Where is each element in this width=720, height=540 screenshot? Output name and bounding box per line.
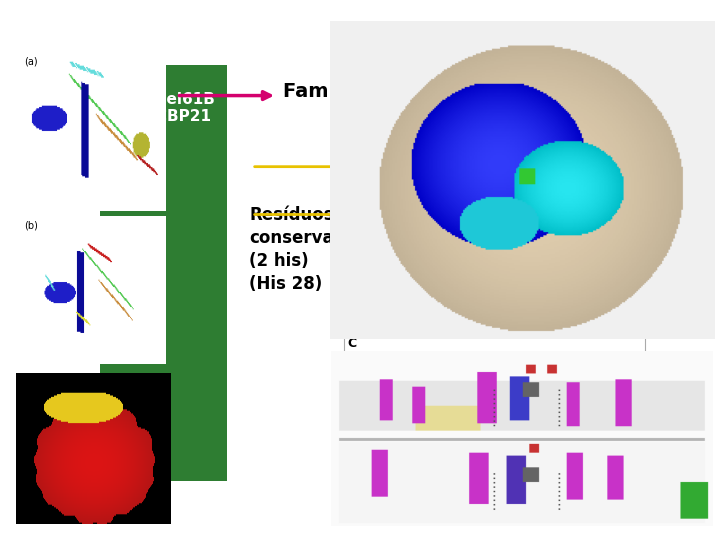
Bar <box>100 65 227 481</box>
Bar <box>344 79 645 327</box>
Text: C: C <box>348 337 357 350</box>
Text: Ni: Ni <box>577 77 602 97</box>
Text: (a): (a) <box>24 56 38 66</box>
Text: Asp56: Asp56 <box>511 141 535 150</box>
Text: (a) Cel61B
(b) CBP21: (a) Cel61B (b) CBP21 <box>126 92 215 124</box>
Text: Ile136: Ile136 <box>402 196 426 205</box>
Text: Gly45: Gly45 <box>503 166 526 175</box>
Text: His165: His165 <box>411 141 437 150</box>
Text: Tyr176: Tyr176 <box>436 163 462 172</box>
Text: Phe46: Phe46 <box>503 153 527 161</box>
Text: Gln174: Gln174 <box>444 137 472 146</box>
Text: His28: His28 <box>547 453 567 459</box>
Text: His114: His114 <box>354 449 377 455</box>
Text: His89: His89 <box>408 164 430 173</box>
Text: Pro88: Pro88 <box>425 185 446 194</box>
Text: Familia 33: Familia 33 <box>282 82 395 102</box>
Text: D: D <box>348 400 358 413</box>
Text: Asp43: Asp43 <box>503 185 527 194</box>
Text: His107: His107 <box>354 403 378 409</box>
Text: His1: His1 <box>467 187 483 195</box>
Text: Gln133: Gln133 <box>351 175 379 184</box>
Text: Tyr214: Tyr214 <box>377 102 403 111</box>
Text: Resíduos
conservados
(2 his)
(His 28): Resíduos conservados (2 his) (His 28) <box>249 206 367 293</box>
Text: (b): (b) <box>24 220 38 231</box>
Text: His60: His60 <box>503 174 525 183</box>
Text: His22: His22 <box>547 403 567 409</box>
Bar <box>344 333 645 472</box>
